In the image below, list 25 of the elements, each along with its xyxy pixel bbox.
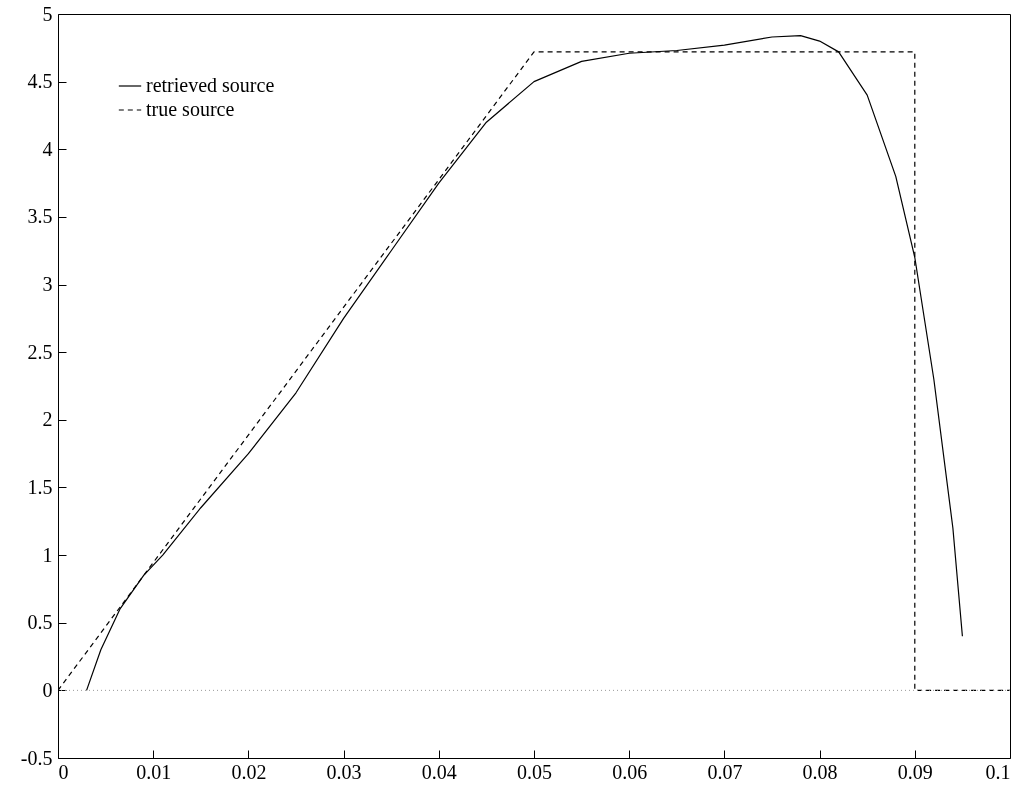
legend-label: retrieved source bbox=[146, 74, 275, 96]
x-tick-label: 0.09 bbox=[897, 760, 933, 783]
x-tick-label: 0.07 bbox=[707, 760, 743, 783]
x-tick-label: 0.01 bbox=[136, 760, 172, 783]
y-tick-label: 1.5 bbox=[27, 475, 53, 498]
y-tick-label: 2 bbox=[42, 408, 53, 431]
y-tick-label: 4.5 bbox=[27, 70, 53, 93]
y-tick-label: 2.5 bbox=[27, 340, 53, 363]
x-tick-label: 0.03 bbox=[326, 760, 362, 783]
y-tick-label: 3 bbox=[42, 273, 53, 296]
y-tick-label: 0 bbox=[42, 678, 53, 701]
x-tick-label: 0.05 bbox=[517, 760, 552, 783]
x-tick-label: 0.04 bbox=[421, 760, 457, 783]
y-tick-label: 4 bbox=[42, 137, 53, 160]
y-tick-label: 3.5 bbox=[27, 205, 53, 228]
legend-label: true source bbox=[146, 98, 235, 120]
y-tick-label: 5 bbox=[42, 2, 53, 25]
x-tick-label: 0.06 bbox=[612, 760, 648, 783]
x-tick-label: 0.08 bbox=[802, 760, 838, 783]
y-tick-label: 0.5 bbox=[27, 611, 53, 634]
x-tick-label: 0 bbox=[58, 760, 69, 783]
y-tick-label: 1 bbox=[42, 543, 53, 566]
x-tick-label: 0.1 bbox=[985, 760, 1011, 783]
y-tick-label: -0.5 bbox=[20, 746, 53, 769]
x-tick-label: 0.02 bbox=[231, 760, 267, 783]
